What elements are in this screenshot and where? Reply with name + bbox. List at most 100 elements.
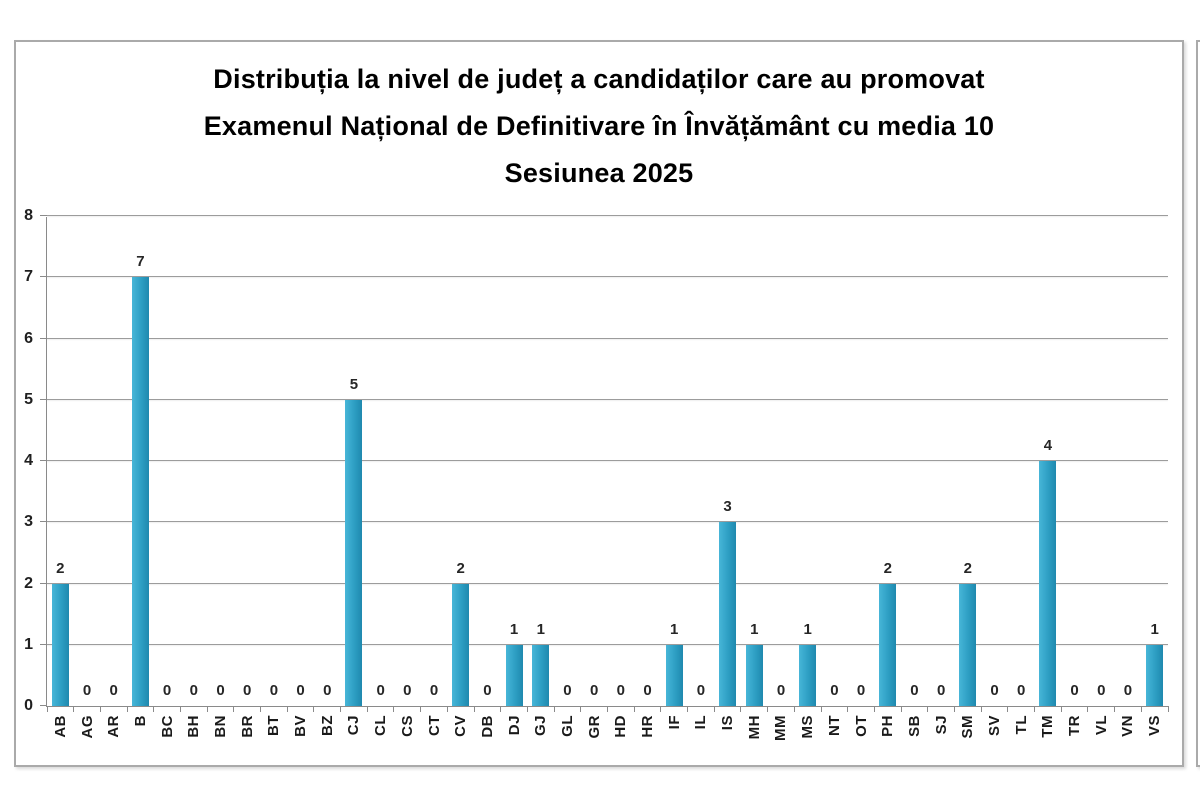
bar-AB — [51, 583, 69, 706]
bar-column-SJ: 0 — [928, 217, 955, 706]
bar-column-VS: 1 — [1141, 217, 1168, 706]
bar-column-IF: 1 — [661, 217, 688, 706]
data-label-B: 7 — [136, 253, 145, 271]
bar-CJ — [345, 399, 363, 706]
x-tick — [500, 706, 502, 712]
x-axis-label-IS: IS — [719, 715, 737, 731]
y-tick-1 — [40, 643, 47, 645]
x-tick — [99, 706, 101, 712]
data-label-SB: 0 — [910, 682, 919, 699]
x-tick — [633, 706, 635, 712]
bar-column-IS: 3 — [714, 217, 741, 706]
bar-column-TL: 0 — [1008, 217, 1035, 706]
x-label-cell-TR: TR — [1061, 715, 1088, 767]
data-label-BN: 0 — [216, 682, 225, 699]
gridline-3 — [47, 521, 1168, 523]
x-label-cell-AG: AG — [74, 715, 101, 767]
gridline-7 — [47, 276, 1168, 278]
x-label-cell-IF: IF — [661, 715, 688, 767]
x-axis-label-BZ: BZ — [318, 715, 336, 736]
x-tick — [260, 706, 262, 712]
x-tick — [580, 706, 582, 712]
bar-MH — [745, 644, 763, 706]
x-tick — [687, 706, 689, 712]
x-tick — [420, 706, 422, 712]
data-label-AB: 2 — [56, 559, 65, 577]
x-tick — [46, 706, 48, 712]
x-axis-label-VS: VS — [1146, 715, 1164, 737]
x-axis-label-CT: CT — [425, 715, 443, 736]
x-label-cell-VL: VL — [1088, 715, 1115, 767]
x-axis-labels: AB AG AR B BC BH BN BR BT BV BZ CJ CL CS CT CV DB DJ GJ GL G… — [47, 715, 1168, 767]
y-axis-label-4: 4 — [24, 452, 33, 469]
bar-column-CS: 0 — [394, 217, 421, 706]
bar-DJ — [505, 644, 523, 706]
data-label-CS: 0 — [403, 682, 412, 699]
x-axis-label-DB: DB — [478, 715, 496, 738]
y-axis-label-5: 5 — [24, 390, 33, 408]
bar-column-CJ: 5 — [341, 217, 368, 706]
bar-column-AG: 0 — [74, 217, 101, 706]
x-label-cell-BV: BV — [287, 715, 314, 767]
x-label-cell-SB: SB — [901, 715, 928, 767]
x-axis-label-IF: IF — [665, 715, 683, 730]
data-label-GL: 0 — [563, 682, 572, 699]
x-tick — [927, 706, 929, 712]
bar-column-PH: 2 — [874, 217, 901, 706]
x-axis-label-BN: BN — [211, 715, 229, 738]
data-label-CT: 0 — [429, 682, 439, 699]
x-label-cell-CS: CS — [394, 715, 421, 767]
data-label-SM: 2 — [963, 559, 972, 577]
x-label-cell-IL: IL — [688, 715, 715, 767]
x-label-cell-GJ: GJ — [527, 715, 554, 767]
bar-column-HD: 0 — [608, 217, 635, 706]
x-tick — [900, 706, 902, 712]
x-label-cell-CT: CT — [421, 715, 448, 767]
x-axis-label-MH: MH — [745, 715, 763, 740]
y-tick-2 — [40, 582, 47, 584]
x-label-cell-SM: SM — [954, 715, 981, 767]
bar-IF — [665, 644, 683, 706]
x-label-cell-BN: BN — [207, 715, 234, 767]
x-label-cell-VN: VN — [1115, 715, 1142, 767]
x-axis-label-GL: GL — [558, 715, 576, 737]
x-tick — [446, 706, 448, 712]
data-label-BC: 0 — [162, 682, 172, 699]
data-label-BZ: 0 — [323, 682, 332, 699]
x-tick — [847, 706, 849, 712]
x-label-cell-CV: CV — [447, 715, 474, 767]
x-axis-label-BC: BC — [158, 715, 176, 738]
bar-IS — [719, 522, 737, 706]
bar-B — [131, 277, 149, 706]
bar-column-DJ: 1 — [501, 217, 528, 706]
x-axis-label-CV: CV — [452, 715, 470, 737]
x-tick — [1007, 706, 1009, 712]
x-label-cell-CL: CL — [367, 715, 394, 767]
y-axis-label-7: 7 — [24, 268, 33, 286]
bar-column-OT: 0 — [848, 217, 875, 706]
x-axis-label-SM: SM — [959, 715, 977, 739]
bar-GJ — [532, 644, 550, 706]
data-label-CL: 0 — [376, 682, 385, 699]
data-label-CV: 2 — [456, 559, 465, 577]
bar-column-SM: 2 — [954, 217, 981, 706]
bar-column-BT: 0 — [261, 217, 288, 706]
x-tick — [953, 706, 955, 712]
x-axis-label-BR: BR — [238, 715, 256, 738]
x-label-cell-NT: NT — [821, 715, 848, 767]
bar-column-B: 7 — [127, 217, 154, 706]
chart-title-line-2: Examenul Național de Definitivare în Înv… — [203, 111, 995, 141]
y-axis-label-3: 3 — [24, 513, 33, 531]
data-label-CJ: 5 — [349, 375, 359, 393]
data-label-IF: 1 — [670, 620, 679, 638]
x-label-cell-SV: SV — [981, 715, 1008, 767]
x-label-cell-BC: BC — [154, 715, 181, 767]
y-tick-3 — [40, 521, 47, 523]
data-label-AG: 0 — [82, 682, 92, 699]
x-tick — [340, 706, 342, 712]
x-label-cell-GL: GL — [554, 715, 581, 767]
bar-VS — [1146, 644, 1164, 706]
x-axis-label-GR: GR — [585, 715, 603, 739]
x-label-cell-TL: TL — [1008, 715, 1035, 767]
x-tick — [179, 706, 181, 712]
